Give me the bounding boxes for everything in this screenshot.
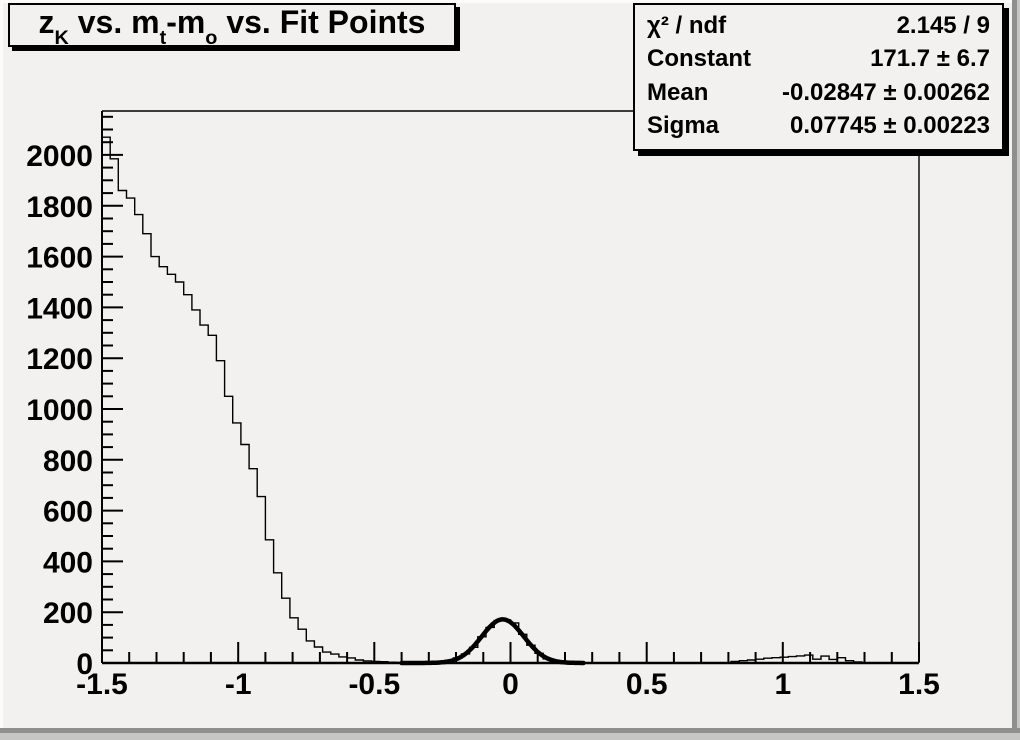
- x-tick-label: 1: [774, 668, 791, 701]
- title-text-part: vs. Fit Points: [217, 3, 426, 40]
- y-tick-label: 600: [43, 496, 93, 529]
- stats-box: χ² / ndf 2.145 / 9 Constant 171.7 ± 6.7 Mean…: [633, 3, 1004, 151]
- chart-title: zK vs. mt-mo vs. Fit Points: [38, 3, 426, 49]
- stats-value: -0.02847 ± 0.00262: [781, 78, 990, 106]
- stats-row: χ² / ndf 2.145 / 9: [647, 11, 990, 39]
- y-tick-label: 1000: [26, 394, 93, 427]
- title-text-part: vs. m: [68, 3, 160, 40]
- histogram-line: [102, 136, 919, 664]
- title-box: zK vs. mt-mo vs. Fit Points: [8, 3, 456, 49]
- bevel-right-outer: [1017, 0, 1020, 740]
- stats-label: χ² / ndf: [647, 11, 727, 39]
- y-tick-label: 1600: [26, 242, 93, 275]
- stats-row: Mean -0.02847 ± 0.00262: [647, 78, 990, 106]
- bevel-bottom: [0, 728, 1020, 733]
- title-subscript: o: [205, 26, 218, 49]
- stats-label: Constant: [647, 45, 751, 73]
- stats-value: 2.145 / 9: [896, 11, 990, 39]
- y-tick-label: 200: [43, 597, 93, 630]
- x-tick-label: -1: [225, 668, 252, 701]
- title-subscript: t: [159, 26, 167, 49]
- bevel-top: [0, 0, 1020, 3]
- stats-value: 171.7 ± 6.7: [870, 45, 990, 73]
- x-tick-label: -0.5: [348, 668, 400, 701]
- y-tick-label: 400: [43, 546, 93, 579]
- stats-row: Constant 171.7 ± 6.7: [647, 47, 990, 71]
- stats-value: 0.07745 ± 0.00223: [789, 112, 990, 140]
- stats-row: Sigma 0.07745 ± 0.00223: [647, 114, 990, 138]
- y-tick-label: 800: [43, 445, 93, 478]
- title-subscript: K: [54, 26, 69, 49]
- bevel-left: [0, 0, 3, 740]
- y-tick-label: 1800: [26, 191, 93, 224]
- x-tick-label: 1.5: [898, 668, 940, 701]
- y-tick-label: 1200: [26, 343, 93, 376]
- x-tick-label: -1.5: [76, 668, 128, 701]
- title-text-part: -m: [166, 3, 206, 40]
- stats-label: Sigma: [647, 112, 720, 140]
- bevel-bottom-outer: [0, 733, 1020, 740]
- y-tick-label: 1400: [26, 292, 93, 325]
- x-tick-label: 0: [502, 668, 519, 701]
- stats-label: Mean: [647, 78, 709, 106]
- x-tick-label: 0.5: [626, 668, 668, 701]
- fit-curve: [399, 617, 586, 666]
- bevel-right: [1012, 0, 1017, 740]
- y-tick-label: 2000: [26, 140, 93, 173]
- y-tick-label: 0: [76, 648, 93, 681]
- title-text-part: z: [38, 3, 55, 40]
